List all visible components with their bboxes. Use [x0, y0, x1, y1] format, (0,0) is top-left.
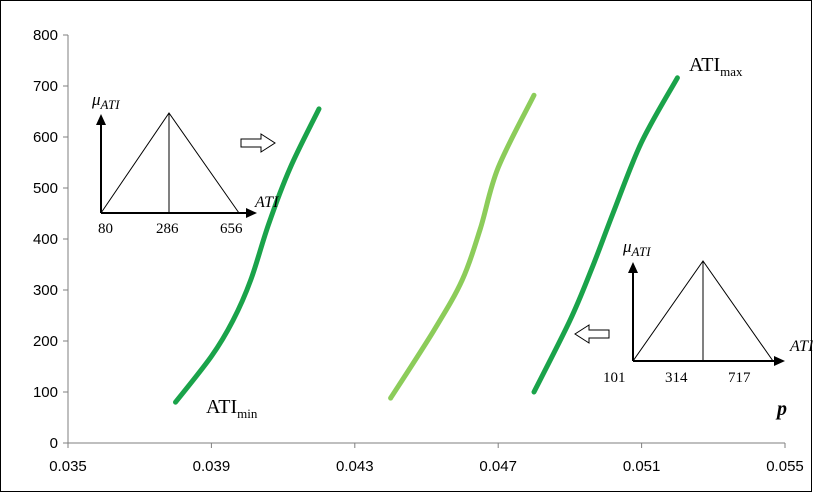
- membership-inset-2: μATI ATI 101 314 717: [603, 237, 813, 386]
- inset1-x-label: ATI: [254, 194, 279, 211]
- inset2-y-label: μATI: [622, 237, 651, 259]
- inset2-tick-1: 101: [603, 370, 626, 386]
- y-tick-label: 400: [33, 231, 58, 248]
- x-tick-label: 0.043: [336, 458, 374, 475]
- x-tick-label: 0.055: [766, 458, 804, 475]
- inset2-y-arrow: [628, 262, 638, 273]
- y-tick-label: 700: [33, 78, 58, 95]
- y-tick-label: 500: [33, 180, 58, 197]
- y-tick-label: 300: [33, 282, 58, 299]
- inset1-tick-1: 80: [98, 221, 113, 237]
- y-tick-label: 200: [33, 333, 58, 350]
- inset1-triangle: [100, 112, 240, 214]
- x-ticks: 0.035 0.039 0.043 0.047 0.051 0.055: [49, 443, 804, 475]
- x-tick-label: 0.035: [49, 458, 87, 475]
- inset1-x-arrow: [246, 208, 257, 218]
- inset1-y-arrow: [96, 114, 106, 125]
- hollow-arrow-right: [240, 133, 276, 153]
- series-line-3: [531, 75, 680, 395]
- hollow-arrow-left: [574, 324, 610, 344]
- inset2-x-label: ATI: [789, 338, 813, 355]
- membership-inset-1: μATI ATI 80 286 656: [91, 90, 279, 237]
- y-tick-label: 0: [50, 435, 58, 452]
- inset1-tick-2: 286: [156, 221, 179, 237]
- inset1-tick-3: 656: [220, 221, 243, 237]
- y-ticks: 0 100 200 300 400 500 600 700 800: [33, 27, 68, 452]
- inset1-y-label: μATI: [91, 90, 120, 112]
- x-tick-label: 0.047: [479, 458, 517, 475]
- x-tick-label: 0.039: [193, 458, 231, 475]
- y-tick-label: 600: [33, 129, 58, 146]
- x-axis-label: p: [775, 398, 787, 420]
- x-tick-label: 0.051: [623, 458, 661, 475]
- inset2-tick-3: 717: [728, 370, 751, 386]
- y-tick-label: 100: [33, 384, 58, 401]
- series-line-1: [173, 106, 322, 405]
- series-label-ati-max: ATImax: [689, 54, 743, 79]
- series-line-2: [388, 92, 537, 401]
- series-label-ati-min: ATImin: [206, 396, 258, 421]
- inset2-x-arrow: [774, 356, 785, 366]
- y-tick-label: 800: [33, 27, 58, 44]
- inset2-tick-2: 314: [665, 370, 688, 386]
- series-lines: [173, 75, 680, 405]
